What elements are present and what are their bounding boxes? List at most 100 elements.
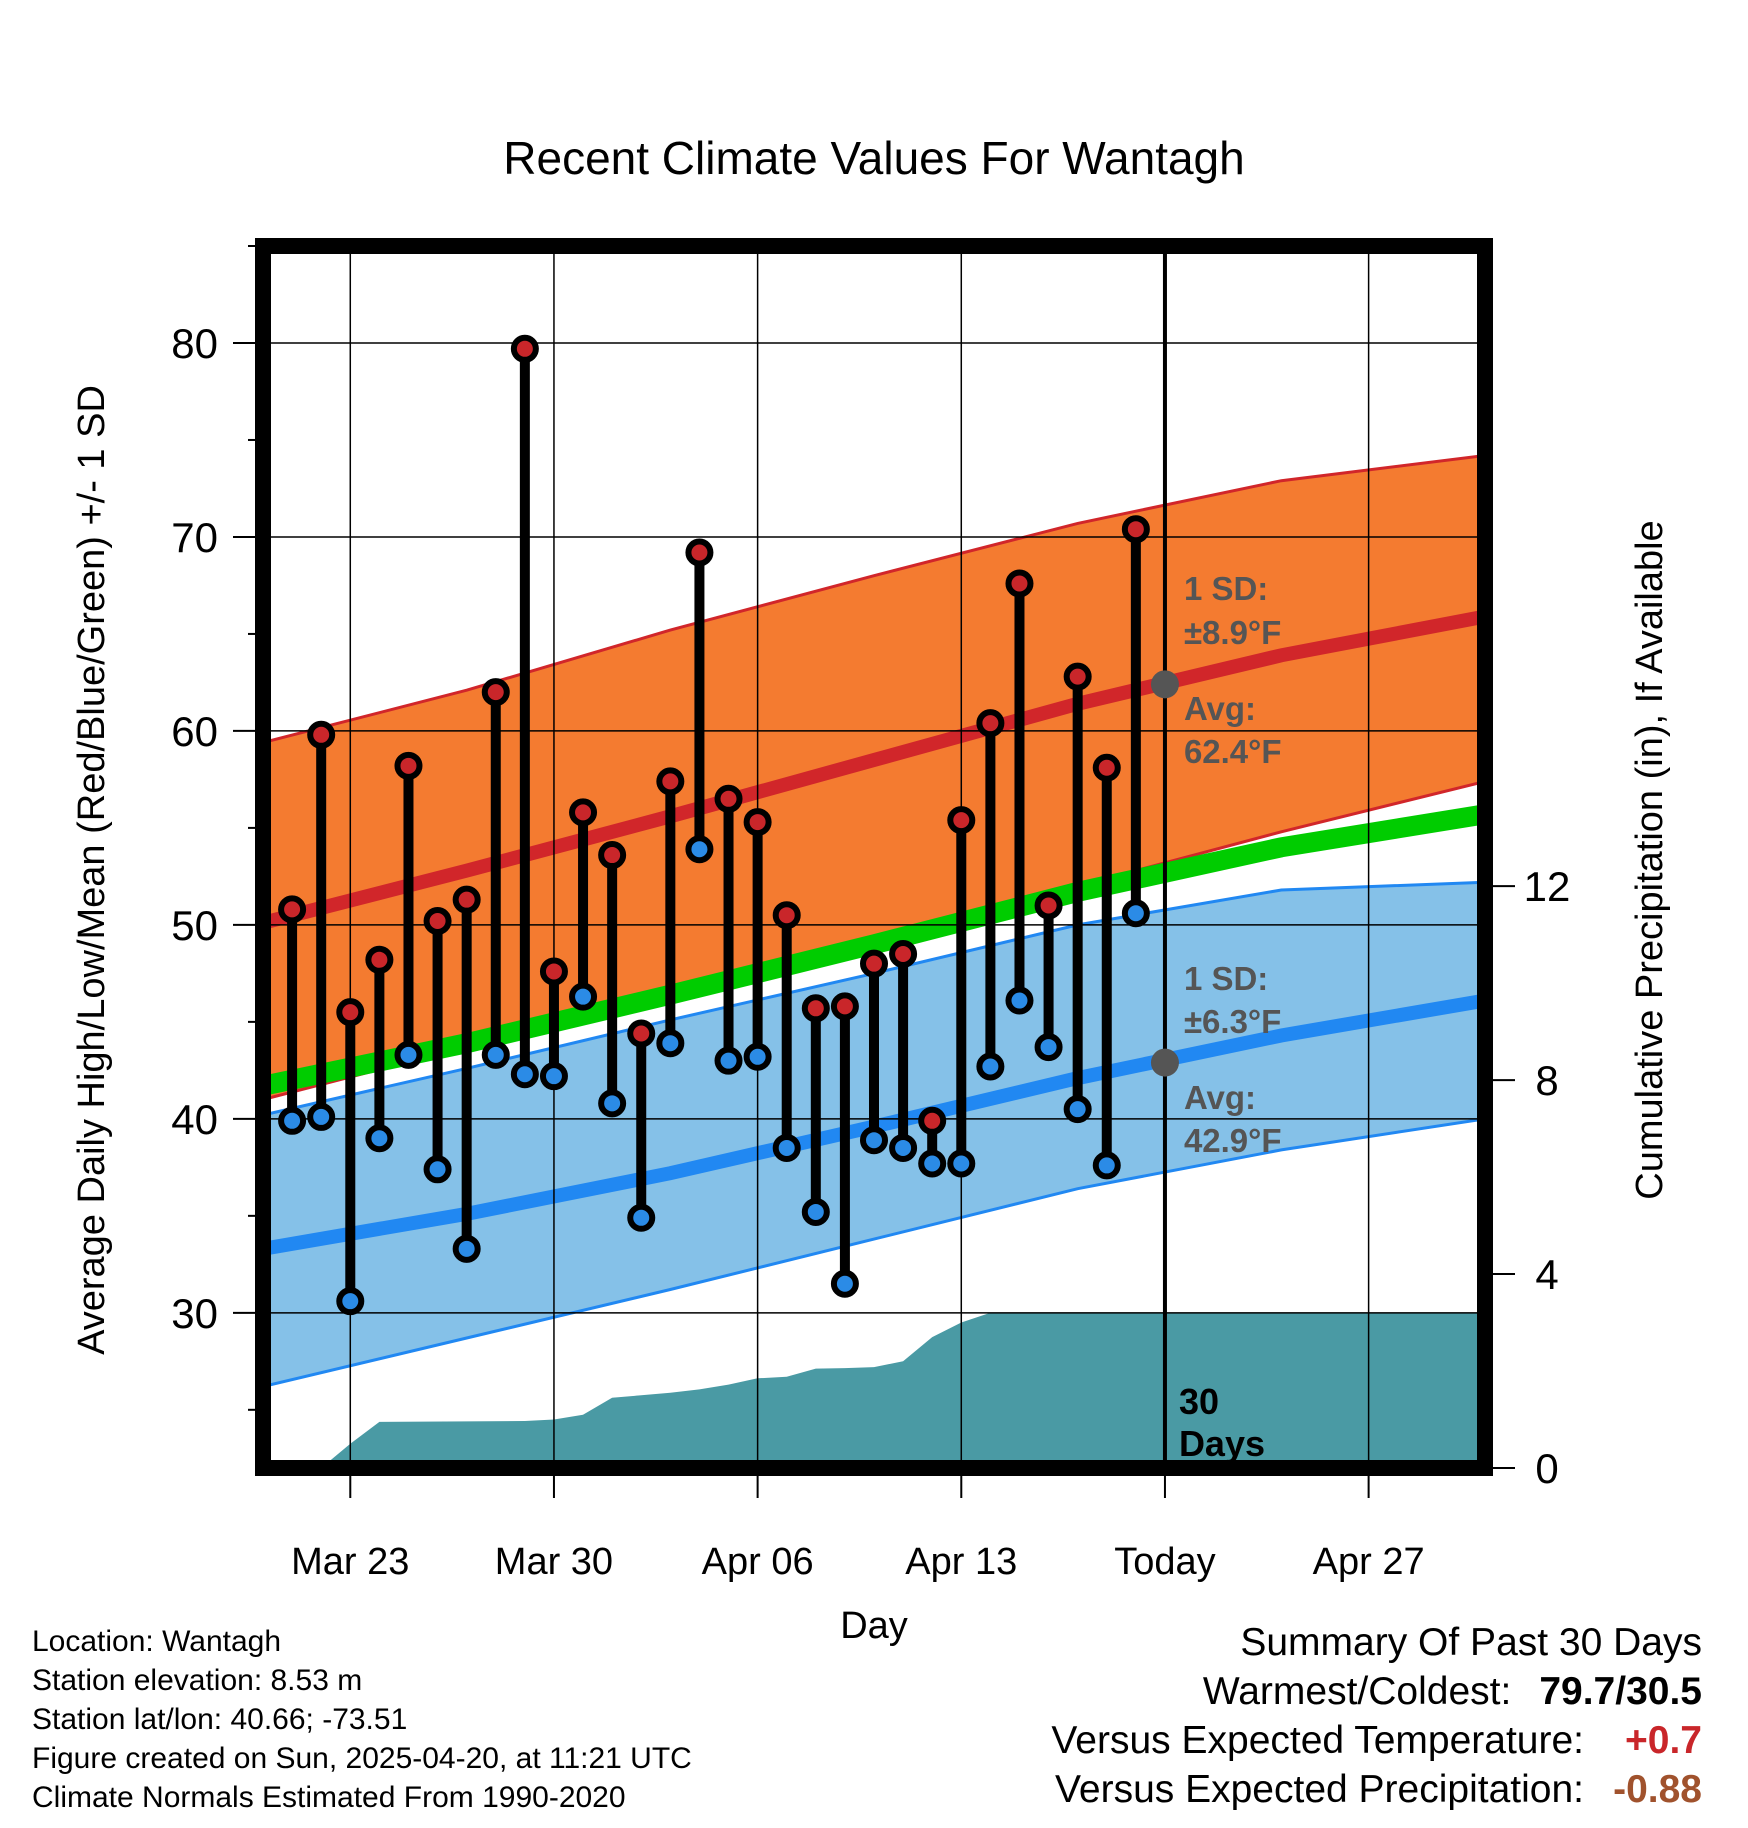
today-avg-high-dot xyxy=(1150,670,1179,699)
daily-high-point xyxy=(598,841,627,870)
daily-low-point xyxy=(772,1133,801,1162)
x-tick-label: Apr 06 xyxy=(702,1541,814,1583)
daily-low-point xyxy=(423,1155,452,1184)
daily-high-point xyxy=(830,992,859,1021)
precip-area xyxy=(321,1312,1485,1468)
daily-low-point xyxy=(714,1046,743,1075)
y-tick-label: 40 xyxy=(171,1096,218,1143)
daily-low-point xyxy=(394,1040,423,1069)
normal-high-upper-line xyxy=(263,454,1485,745)
normals-text: Climate Normals Estimated From 1990-2020 xyxy=(32,1781,626,1814)
daily-low-point xyxy=(1121,899,1150,928)
daily-low-point xyxy=(1063,1095,1092,1124)
daily-low-point xyxy=(685,835,714,864)
daily-high-point xyxy=(889,939,918,968)
daily-low-point xyxy=(918,1149,947,1178)
y2-tick-label: 12 xyxy=(1524,863,1571,910)
daily-low-point xyxy=(481,1040,510,1069)
x-tick-label: Apr 27 xyxy=(1313,1541,1425,1583)
precip-vs-expected-value: -0.88 xyxy=(1613,1768,1702,1811)
daily-low-point xyxy=(860,1126,888,1155)
normal-low-lower-line xyxy=(263,1117,1485,1388)
normal-high-band xyxy=(263,455,1485,1100)
daily-low-point xyxy=(569,982,598,1011)
low-sd-label: 1 SD: xyxy=(1184,960,1268,997)
temp-vs-expected-label: Versus Expected Temperature: xyxy=(1051,1719,1584,1762)
daily-high-point xyxy=(714,784,743,813)
y-tick-label: 70 xyxy=(171,514,218,561)
days-count-label: 30 xyxy=(1179,1381,1219,1422)
daily-high-point xyxy=(860,949,888,978)
x-tick-label: Mar 30 xyxy=(495,1541,613,1583)
daily-low-point xyxy=(510,1060,539,1089)
daily-low-point xyxy=(1005,986,1034,1015)
high-sd-value: ±8.9°F xyxy=(1184,614,1281,651)
daily-high-point xyxy=(1092,753,1121,782)
normal-high-mean-line xyxy=(263,609,1485,930)
precip-vs-expected-label: Versus Expected Precipitation: xyxy=(1055,1768,1584,1811)
y-tick-label: 60 xyxy=(171,708,218,755)
summary-title: Summary Of Past 30 Days xyxy=(1240,1621,1702,1664)
daily-high-point xyxy=(801,994,830,1023)
created-text: Figure created on Sun, 2025-04-20, at 11… xyxy=(32,1742,692,1775)
daily-low-point xyxy=(1092,1151,1121,1180)
y-tick-label: 50 xyxy=(171,902,218,949)
chart-title: Recent Climate Values For Wantagh xyxy=(503,132,1244,184)
daily-high-point xyxy=(278,895,307,924)
daily-low-point xyxy=(627,1203,656,1232)
high-sd-label: 1 SD: xyxy=(1184,570,1268,607)
y2-axis-label: Cumulative Precipitation (in), If Availa… xyxy=(1629,520,1671,1199)
daily-low-point xyxy=(976,1052,1005,1081)
daily-low-point xyxy=(1034,1033,1063,1062)
daily-high-point xyxy=(539,957,568,986)
daily-high-point xyxy=(394,751,423,780)
axes: 30 40 50 60 70 80 0 4 8 12 Mar 23 Mar 30 Apr 06 Apr 1… xyxy=(171,245,1571,1583)
low-avg-value: 42.9°F xyxy=(1184,1122,1282,1159)
daily-low-point xyxy=(656,1029,685,1058)
y-axis-label: Average Daily High/Low/Mean (Red/Blue/Gr… xyxy=(71,385,113,1355)
daily-high-point xyxy=(1063,662,1092,691)
y2-tick-label: 0 xyxy=(1535,1445,1558,1492)
today-avg-low-dot xyxy=(1150,1048,1179,1077)
daily-high-point xyxy=(1005,569,1034,598)
daily-high-point xyxy=(336,998,365,1027)
daily-low-point xyxy=(307,1102,336,1131)
daily-high-point xyxy=(510,334,539,363)
daily-high-point xyxy=(627,1019,656,1048)
x-tick-label: Apr 13 xyxy=(905,1541,1017,1583)
high-avg-value: 62.4°F xyxy=(1184,733,1282,770)
daily-high-point xyxy=(685,538,714,567)
low-avg-label: Avg: xyxy=(1184,1079,1256,1116)
summary-temp-row: Versus Expected Temperature: +0.7 xyxy=(1051,1716,1702,1765)
summary-precip-row: Versus Expected Precipitation: -0.88 xyxy=(1051,1765,1702,1814)
daily-low-point xyxy=(452,1234,481,1263)
daily-low-point xyxy=(336,1287,365,1316)
daily-high-point xyxy=(481,678,510,707)
daily-high-point xyxy=(307,720,336,749)
daily-high-point xyxy=(947,806,976,835)
daily-high-point xyxy=(1121,515,1150,544)
y2-tick-label: 4 xyxy=(1535,1251,1558,1298)
daily-high-point xyxy=(976,709,1005,738)
daily-low-point xyxy=(743,1042,772,1071)
y-tick-label: 80 xyxy=(171,320,218,367)
warmest-value: 79.7/30.5 xyxy=(1539,1670,1702,1713)
daily-low-point xyxy=(365,1124,394,1153)
daily-low-point xyxy=(830,1269,859,1298)
y-tick-label: 30 xyxy=(171,1290,218,1337)
daily-low-point xyxy=(947,1149,976,1178)
daily-low-point xyxy=(598,1089,627,1118)
daily-high-point xyxy=(656,767,685,796)
elevation-text: Station elevation: 8.53 m xyxy=(32,1664,363,1697)
daily-high-point xyxy=(365,945,394,974)
daily-low-point xyxy=(539,1062,568,1091)
daily-high-point xyxy=(918,1106,947,1135)
temp-vs-expected-value: +0.7 xyxy=(1625,1719,1702,1762)
summary-panel: Summary Of Past 30 Days Warmest/Coldest:… xyxy=(1051,1618,1702,1814)
x-axis-label: Day xyxy=(840,1605,908,1647)
daily-high-point xyxy=(569,798,598,827)
warmest-label: Warmest/Coldest: xyxy=(1202,1670,1512,1713)
daily-high-point xyxy=(1034,891,1063,920)
daily-high-point xyxy=(772,901,801,930)
